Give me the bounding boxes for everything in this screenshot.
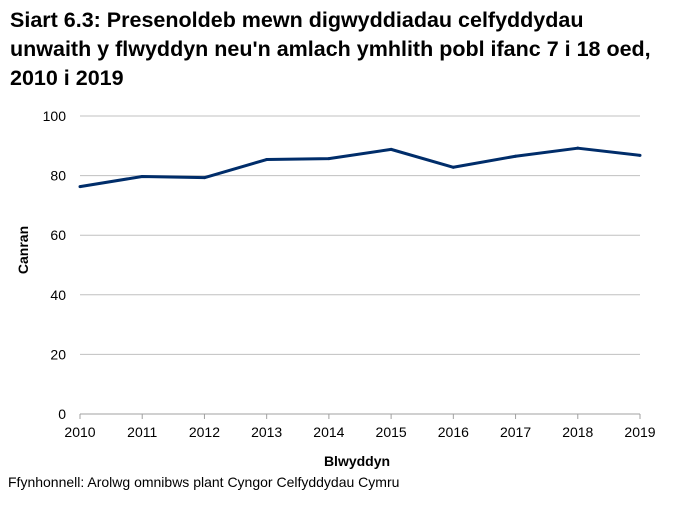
data-point: [451, 165, 455, 169]
x-tick-label: 2016: [438, 424, 469, 440]
data-point: [576, 146, 580, 150]
x-tick-label: 2017: [500, 424, 531, 440]
data-point: [202, 176, 206, 180]
data-point: [514, 154, 518, 158]
x-tick-label: 2010: [64, 424, 95, 440]
data-point: [389, 147, 393, 151]
x-tick-label: 2014: [313, 424, 344, 440]
x-tick-label: 2011: [127, 424, 157, 440]
x-tick-label: 2018: [562, 424, 593, 440]
y-tick-label: 60: [50, 227, 66, 243]
y-axis-label: Canran: [15, 226, 31, 274]
y-tick-label: 0: [58, 406, 66, 422]
x-tick-label: 2019: [624, 424, 655, 440]
y-tick-label: 20: [50, 346, 66, 362]
x-tick-label: 2012: [189, 424, 220, 440]
chart-title: Siart 6.3: Presenoldeb mewn digwyddiadau…: [10, 8, 651, 90]
data-point: [327, 157, 331, 161]
y-tick-label: 100: [43, 108, 67, 124]
series-line: [79, 146, 641, 189]
data-point: [140, 174, 144, 178]
x-tick-label: 2013: [251, 424, 282, 440]
x-axis-label: Blwyddyn: [324, 453, 390, 469]
x-tick-label: 2015: [376, 424, 407, 440]
data-point: [638, 153, 642, 157]
y-tick-label: 40: [50, 287, 66, 303]
data-point: [265, 158, 269, 162]
y-tick-label: 80: [50, 168, 66, 184]
source-note: Ffynhonnell: Arolwg omnibws plant Cyngor…: [8, 474, 400, 490]
data-point: [78, 185, 82, 189]
